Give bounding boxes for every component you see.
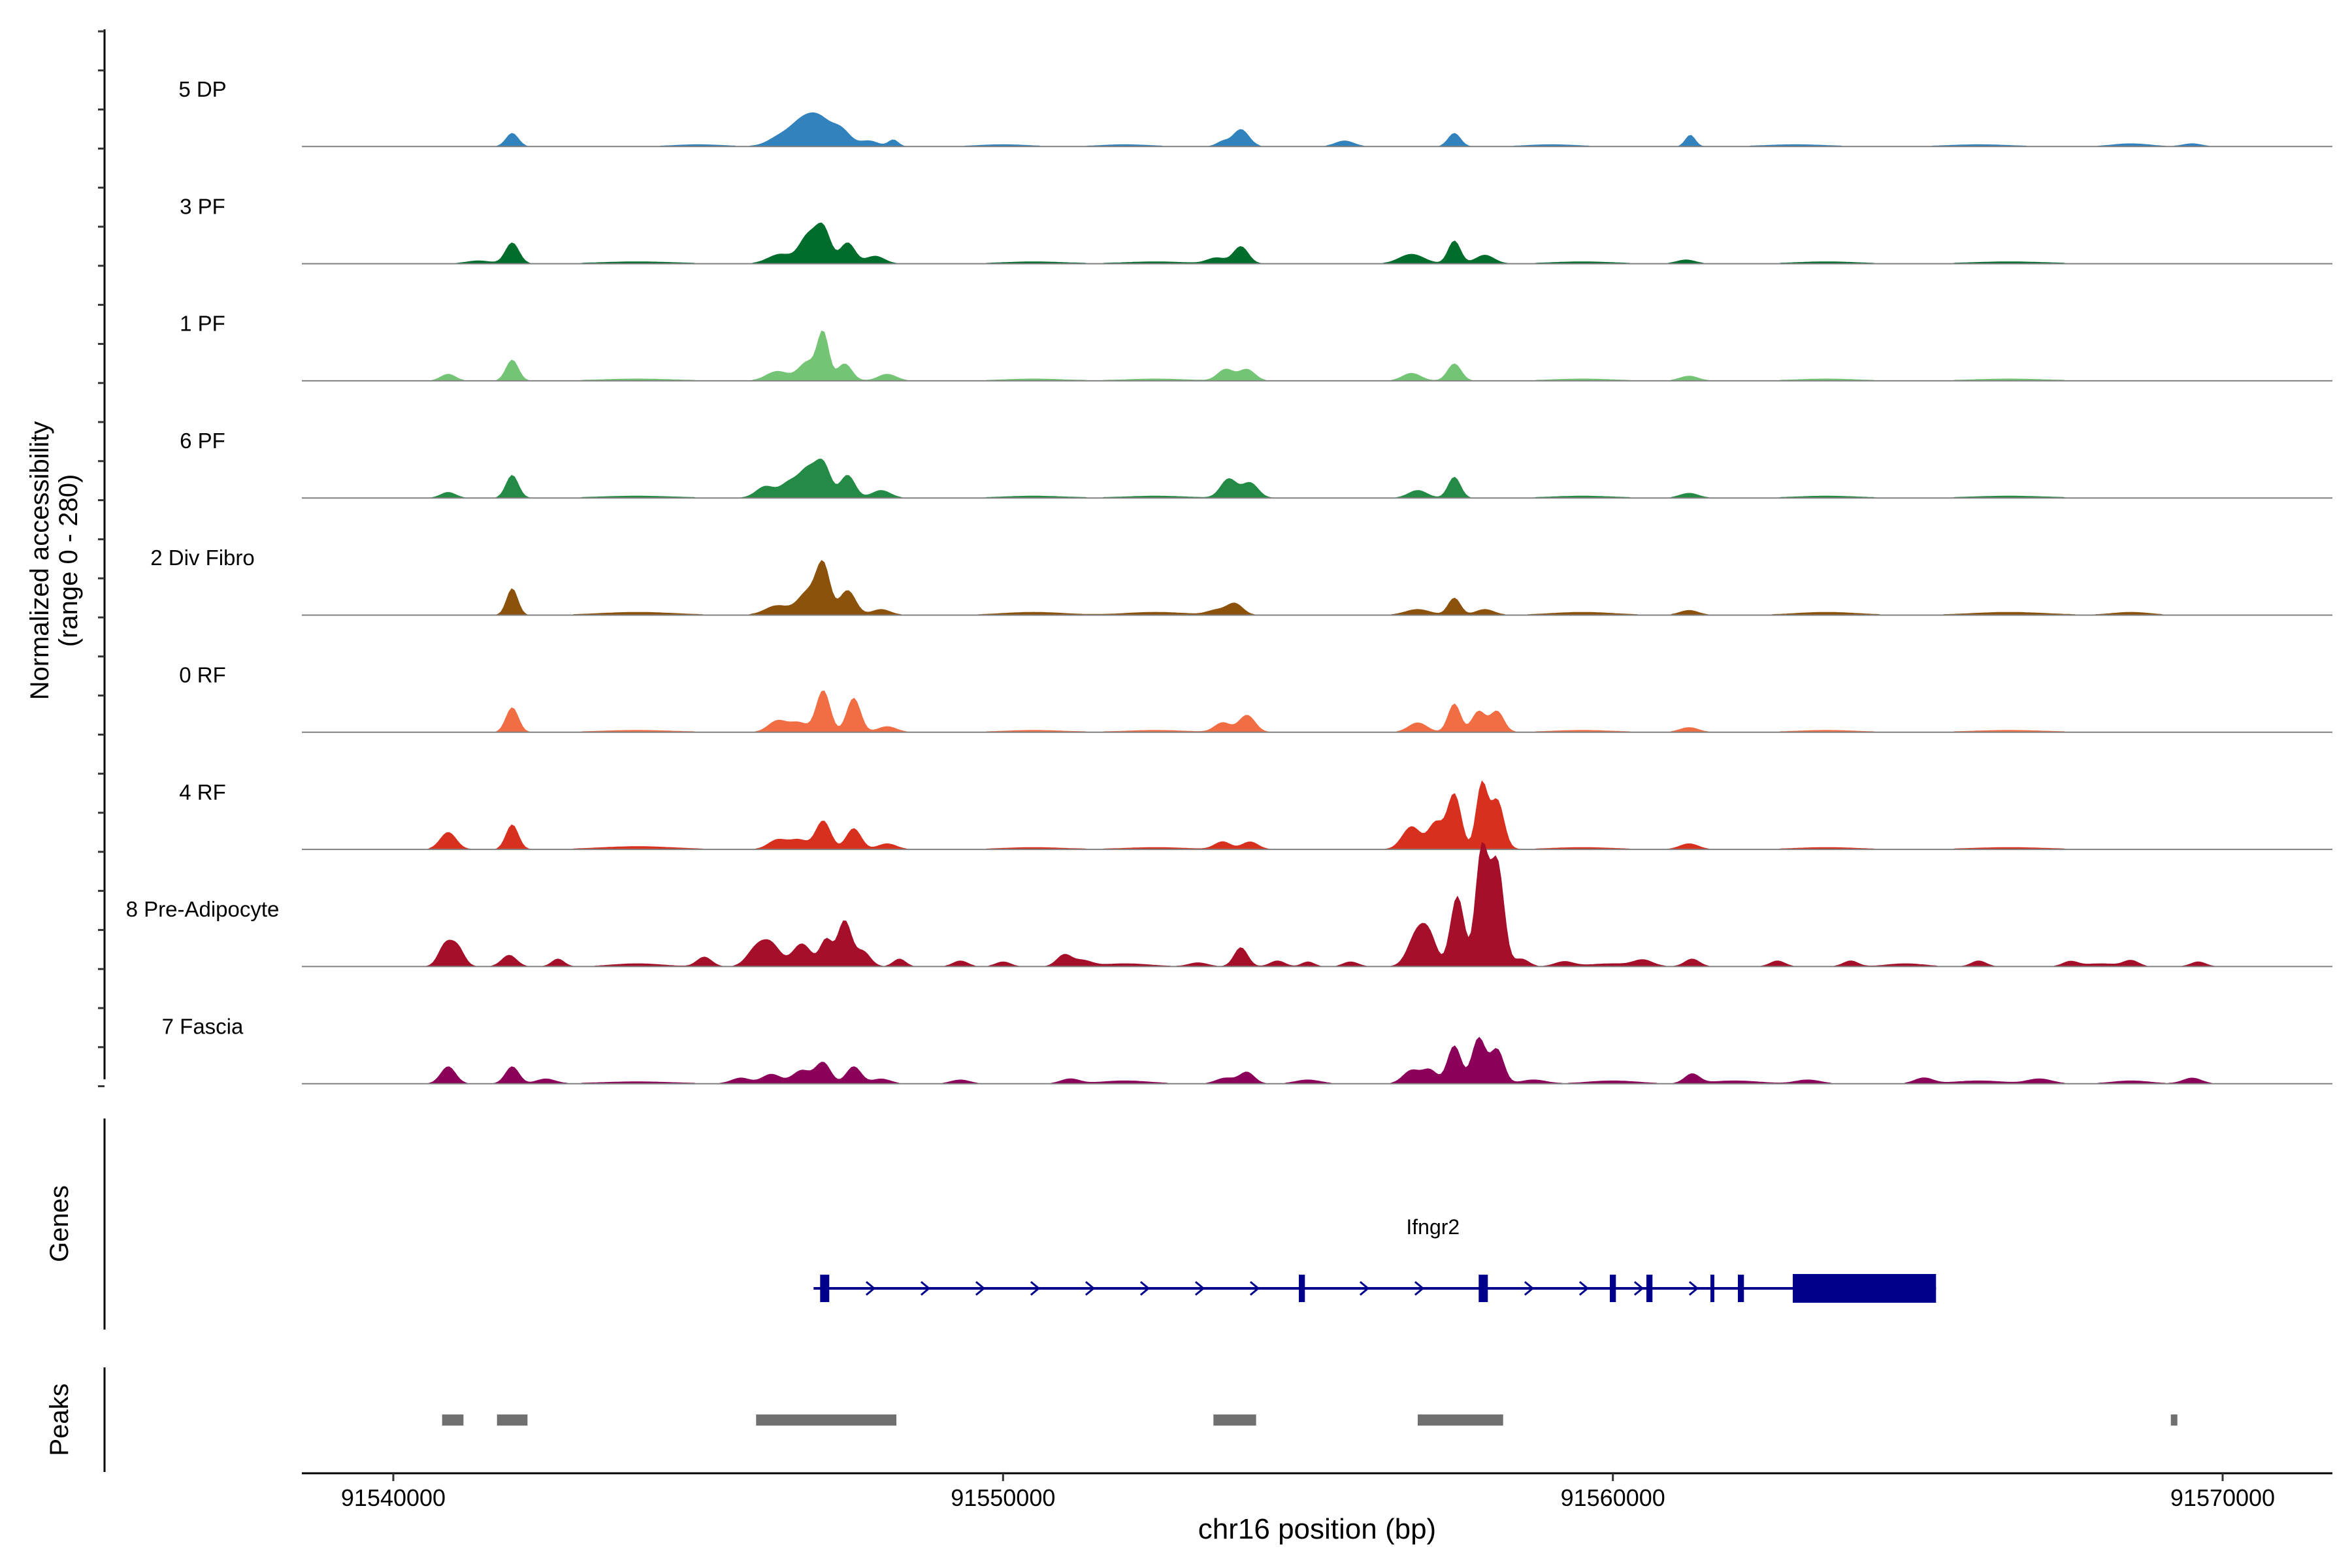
- track-5: 2 Div Fibro: [150, 546, 2332, 616]
- track-3: 1 PF: [180, 312, 2332, 382]
- x-axis-title: chr16 position (bp): [1198, 1513, 1436, 1545]
- x-tick-label: 91540000: [341, 1484, 446, 1511]
- x-tick-label: 91560000: [1561, 1484, 1665, 1511]
- track-4: 6 PF: [180, 429, 2332, 499]
- gene-exon: [1610, 1275, 1616, 1302]
- gene-exon: [1478, 1275, 1488, 1302]
- gene-track: Ifngr2: [813, 1215, 1936, 1303]
- strand-arrow: [1359, 1281, 1370, 1296]
- track-1: 5 DP: [178, 77, 2332, 148]
- strand-arrow: [1085, 1281, 1096, 1296]
- strand-arrow: [1578, 1281, 1590, 1296]
- peaks-panel-label: Peaks: [45, 1383, 74, 1456]
- track-6: 0 RF: [179, 663, 2332, 733]
- track-label: 2 Div Fibro: [150, 546, 255, 570]
- track-label: 6 PF: [180, 429, 225, 453]
- strand-arrow: [1414, 1281, 1425, 1296]
- x-tick-label: 91570000: [2170, 1484, 2275, 1511]
- peak-track: [442, 1414, 2178, 1426]
- strand-arrow: [1030, 1281, 1041, 1296]
- genes-panel-label: Genes: [45, 1185, 74, 1262]
- track-label: 1 PF: [180, 312, 225, 336]
- strand-arrow: [1688, 1281, 1699, 1296]
- track-label: 3 PF: [180, 194, 225, 218]
- strand-arrow: [975, 1281, 986, 1296]
- peak-region: [497, 1414, 528, 1426]
- gene-name-label: Ifngr2: [1406, 1215, 1460, 1239]
- strand-arrow: [1194, 1281, 1205, 1296]
- strand-arrow: [1633, 1281, 1644, 1296]
- gene-exon: [820, 1275, 830, 1302]
- gene-model: Ifngr2: [813, 1215, 1936, 1303]
- strand-arrow: [1249, 1281, 1260, 1296]
- track-7: 4 RF: [179, 780, 2332, 851]
- track-label: 5 DP: [178, 77, 226, 101]
- gene-exon: [1710, 1275, 1714, 1302]
- peak-region: [756, 1414, 896, 1426]
- track-2: 3 PF: [180, 194, 2332, 265]
- strand-arrow: [1524, 1281, 1535, 1296]
- track-label: 4 RF: [179, 780, 226, 804]
- coverage-y-axis-ticks: [98, 30, 105, 1088]
- strand-arrow: [865, 1281, 876, 1296]
- peak-region: [442, 1414, 464, 1426]
- track-label: 7 Fascia: [162, 1014, 244, 1038]
- strand-arrow: [1139, 1281, 1151, 1296]
- gene-exon: [1299, 1275, 1305, 1302]
- strand-arrow: [920, 1281, 931, 1296]
- coverage-y-axis-title: Normalized accessibility: [25, 421, 54, 700]
- x-axis-ticks: 91540000 91550000 91560000 91570000: [341, 1473, 2275, 1511]
- peak-region: [1213, 1414, 1256, 1426]
- peak-region: [2170, 1414, 2178, 1426]
- coverage-y-axis-range: (range 0 - 280): [54, 474, 83, 647]
- coverage-tracks: 5 DP 3 PF 1 PF 6 PF 2 Div Fibro 0 RF 4 RF 8 Pre…: [126, 77, 2332, 1085]
- track-8: 8 Pre-Adipocyte: [126, 841, 2332, 968]
- gene-exon: [1646, 1275, 1653, 1302]
- track-label: 8 Pre-Adipocyte: [126, 897, 280, 921]
- gene-exon: [1793, 1274, 1936, 1303]
- peak-region: [1418, 1414, 1503, 1426]
- coverage-area: [332, 841, 2235, 967]
- track-label: 0 RF: [179, 663, 226, 687]
- gene-exon: [1738, 1275, 1744, 1302]
- x-tick-label: 91550000: [951, 1484, 1055, 1511]
- track-9: 7 Fascia: [162, 1014, 2332, 1085]
